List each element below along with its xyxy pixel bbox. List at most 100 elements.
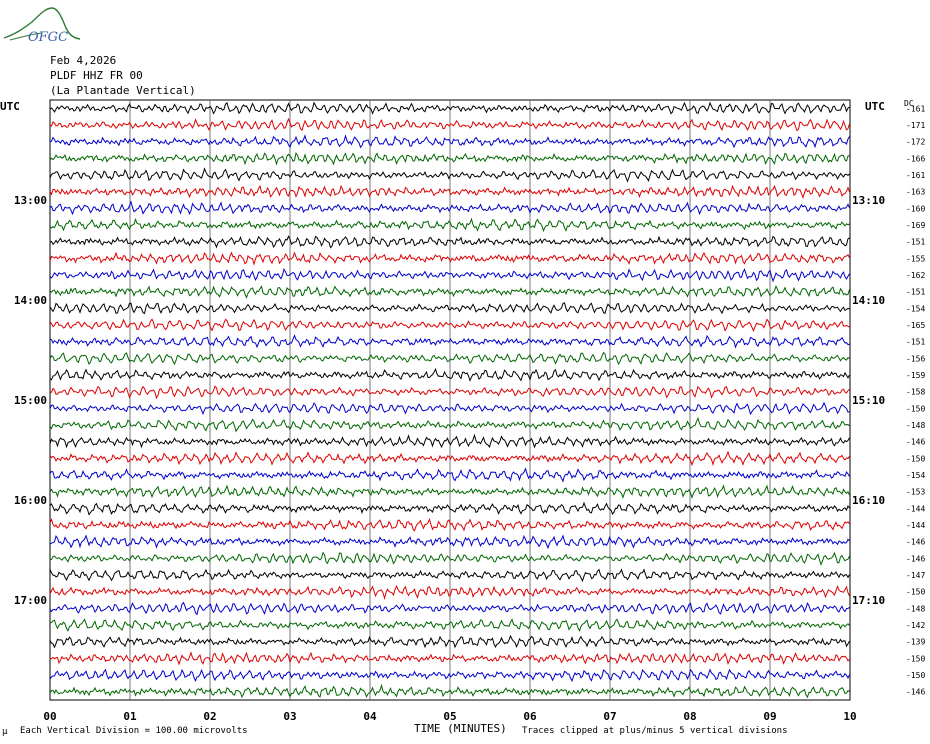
x-tick-label: 05 bbox=[443, 710, 456, 723]
x-tick-label: 10 bbox=[843, 710, 856, 723]
x-tick-label: 03 bbox=[283, 710, 296, 723]
dc-offset-label: -148 bbox=[906, 604, 925, 613]
clip-note: Traces clipped at plus/minus 5 vertical … bbox=[522, 726, 788, 736]
station-label: PLDF HHZ FR 00 bbox=[50, 69, 143, 82]
trace-line bbox=[49, 334, 850, 349]
dc-offset-label: -151 bbox=[906, 338, 925, 347]
trace-line bbox=[49, 302, 850, 315]
dc-offset-label: -144 bbox=[906, 504, 925, 513]
dc-offset-label: -150 bbox=[906, 588, 925, 597]
hour-label-left: 17:00 bbox=[14, 594, 47, 607]
dc-offset-label: -148 bbox=[906, 421, 925, 430]
utc-left-label: UTC bbox=[0, 100, 20, 113]
hour-label-left: 13:00 bbox=[14, 194, 47, 207]
trace-line bbox=[49, 351, 850, 366]
dc-offset-label: -151 bbox=[906, 288, 925, 297]
scale-mark: μ bbox=[2, 727, 8, 737]
trace-line bbox=[49, 433, 850, 449]
hour-label-left: 15:00 bbox=[14, 394, 47, 407]
trace-line bbox=[49, 601, 850, 616]
dc-offset-label: -142 bbox=[906, 621, 925, 630]
trace-line bbox=[49, 268, 850, 283]
trace-line bbox=[49, 618, 850, 632]
x-tick-label: 08 bbox=[683, 710, 696, 723]
trace-line bbox=[49, 467, 850, 483]
trace-line bbox=[49, 416, 850, 433]
dc-offset-label: -146 bbox=[906, 438, 925, 447]
trace-line bbox=[49, 318, 850, 332]
trace-line bbox=[49, 367, 850, 382]
hour-label-left: 14:00 bbox=[14, 294, 47, 307]
dc-offset-label: -144 bbox=[906, 521, 925, 530]
location-label: (La Plantade Vertical) bbox=[50, 84, 196, 97]
dc-offset-label: -169 bbox=[906, 221, 925, 230]
dc-offset-label: -155 bbox=[906, 254, 925, 263]
hour-label-right: 17:10 bbox=[852, 594, 885, 607]
x-tick-label: 00 bbox=[43, 710, 56, 723]
trace-line bbox=[49, 217, 850, 233]
dc-offset-label: -161 bbox=[906, 171, 925, 180]
trace-line bbox=[49, 517, 850, 532]
x-tick-label: 06 bbox=[523, 710, 537, 723]
trace-line bbox=[49, 501, 850, 516]
x-tick-label: 07 bbox=[603, 710, 616, 723]
dc-offset-label: -154 bbox=[906, 471, 925, 480]
trace-line bbox=[49, 167, 850, 183]
trace-line bbox=[49, 251, 850, 266]
dc-offset-label: -165 bbox=[906, 321, 925, 330]
trace-line bbox=[49, 284, 850, 299]
hour-label-right: 14:10 bbox=[852, 294, 885, 307]
dc-offset-label: -147 bbox=[906, 571, 925, 580]
dc-label: DC bbox=[904, 99, 914, 108]
dc-offset-label: -154 bbox=[906, 304, 925, 313]
dc-offset-label: -162 bbox=[906, 271, 925, 280]
ofgc-logo: OFGC bbox=[3, 7, 81, 44]
dc-offset-label: -163 bbox=[906, 188, 925, 197]
trace-line bbox=[49, 450, 850, 467]
trace-line bbox=[49, 101, 850, 115]
trace-line bbox=[49, 683, 850, 699]
dc-offset-label: -150 bbox=[906, 454, 925, 463]
trace-line bbox=[49, 634, 850, 649]
trace-line bbox=[49, 568, 850, 583]
dc-offset-label: -146 bbox=[906, 554, 925, 563]
dc-offset-label: -151 bbox=[906, 238, 925, 247]
dc-offset-label: -156 bbox=[906, 354, 925, 363]
trace-line bbox=[49, 134, 850, 149]
trace-line bbox=[49, 184, 850, 200]
utc-right-label: UTC bbox=[865, 100, 885, 113]
x-tick-label: 04 bbox=[363, 710, 377, 723]
dc-offset-label: -160 bbox=[906, 204, 925, 213]
trace-line bbox=[49, 484, 850, 500]
dc-offset-label: -150 bbox=[906, 654, 925, 663]
date-label: Feb 4,2026 bbox=[50, 54, 117, 67]
trace-line bbox=[49, 235, 850, 249]
dc-offset-label: -161 bbox=[906, 104, 925, 113]
trace-line bbox=[49, 117, 850, 132]
trace-line bbox=[49, 200, 850, 216]
trace-line bbox=[49, 401, 850, 416]
trace-line bbox=[49, 551, 850, 566]
hour-label-right: 13:10 bbox=[852, 194, 885, 207]
chart-grid bbox=[49, 99, 851, 701]
dc-offset-label: -150 bbox=[906, 404, 925, 413]
x-tick-label: 02 bbox=[203, 710, 216, 723]
dc-offset-label: -146 bbox=[906, 538, 925, 547]
dc-offset-label: -159 bbox=[906, 371, 925, 380]
trace-line bbox=[49, 385, 850, 400]
trace-line bbox=[49, 651, 850, 666]
dc-offset-label: -172 bbox=[906, 138, 925, 147]
scale-note: Each Vertical Division = 100.00 microvol… bbox=[20, 726, 248, 736]
dc-offset-label: -146 bbox=[906, 688, 925, 697]
hour-label-right: 16:10 bbox=[852, 494, 885, 507]
hour-label-right: 15:10 bbox=[852, 394, 885, 407]
dc-offset-label: -171 bbox=[906, 121, 925, 130]
x-tick-label: 01 bbox=[123, 710, 137, 723]
x-tick-label: 09 bbox=[763, 710, 776, 723]
logo-text: OFGC bbox=[28, 30, 68, 44]
x-axis-title: TIME (MINUTES) bbox=[414, 722, 507, 735]
trace-line bbox=[49, 668, 850, 683]
hour-label-left: 16:00 bbox=[14, 494, 47, 507]
label-group: 00 01 02 03 04 05 06 07 08 09 10 -161 -171 -172 -166 -1… bbox=[14, 104, 926, 723]
